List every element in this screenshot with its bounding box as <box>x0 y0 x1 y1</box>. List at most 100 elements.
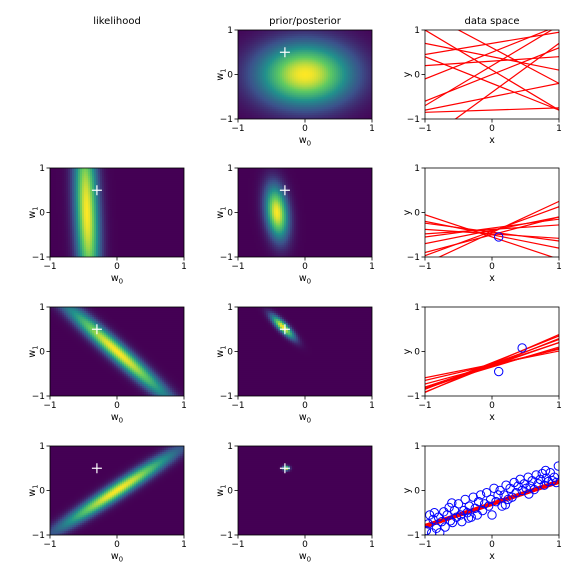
heatmap-cell <box>132 211 135 215</box>
heatmap-cell <box>258 93 261 96</box>
heatmap-cell <box>348 91 351 94</box>
heatmap-cell <box>72 237 75 240</box>
heatmap-cell <box>128 189 131 193</box>
heatmap-cell <box>272 41 275 45</box>
heatmap-cell <box>116 173 119 177</box>
heatmap-cell <box>86 177 89 181</box>
heatmap-cell <box>364 81 367 84</box>
heatmap-cell <box>70 223 73 226</box>
heatmap-cell <box>340 43 343 47</box>
heatmap-cell <box>80 213 83 217</box>
heatmap-cell <box>286 47 289 51</box>
heatmap-cell <box>52 253 55 256</box>
heatmap-cell <box>260 87 263 90</box>
heatmap-cell <box>292 57 295 61</box>
heatmap-cell <box>290 45 293 49</box>
heatmap-cell <box>294 91 297 94</box>
heatmap-cell <box>304 31 307 35</box>
heatmap-cell <box>310 85 313 88</box>
heatmap-cell <box>338 63 341 67</box>
heatmap-cell <box>364 89 367 92</box>
heatmap-cell <box>298 109 301 112</box>
heatmap-cell <box>80 231 83 234</box>
heatmap-cell <box>348 105 351 108</box>
heatmap-cell <box>316 85 319 88</box>
heatmap-cell <box>354 85 357 88</box>
heatmap-cell <box>348 69 351 73</box>
heatmap-cell <box>78 255 81 257</box>
heatmap-cell <box>318 71 321 75</box>
heatmap-cell <box>340 37 343 41</box>
heatmap-cell <box>366 59 369 63</box>
heatmap-cell <box>132 243 135 246</box>
heatmap-cell <box>352 81 355 84</box>
heatmap-cell <box>340 117 343 119</box>
heatmap-cell <box>358 85 361 88</box>
heatmap-cell <box>366 111 369 114</box>
heatmap-cell <box>264 45 267 49</box>
heatmap-cell <box>82 215 85 219</box>
heatmap-cell <box>276 113 279 116</box>
heatmap-cell <box>298 111 301 114</box>
heatmap-cell <box>68 207 71 211</box>
heatmap-cell <box>278 109 281 112</box>
heatmap-cell <box>280 75 283 79</box>
heatmap-cell <box>336 103 339 106</box>
heatmap-cell <box>74 241 77 244</box>
heatmap-cell <box>294 63 297 67</box>
heatmap-cell <box>54 215 57 219</box>
heatmap-cell <box>276 67 279 71</box>
heatmap-cell <box>98 203 101 207</box>
heatmap-cell <box>254 53 257 57</box>
heatmap-cell <box>98 231 101 234</box>
heatmap-cell <box>360 103 363 106</box>
heatmap-cell <box>346 41 349 45</box>
heatmap-cell <box>280 69 283 73</box>
heatmap-cell <box>268 105 271 108</box>
heatmap-cell <box>312 35 315 39</box>
heatmap-cell <box>314 30 317 33</box>
heatmap-cell <box>290 93 293 96</box>
heatmap-cell <box>252 65 255 69</box>
heatmap-cell <box>250 47 253 51</box>
heatmap-cell <box>132 241 135 244</box>
heatmap-cell <box>356 35 359 39</box>
heatmap-cell <box>310 67 313 71</box>
heatmap-cell <box>74 221 77 224</box>
heatmap-cell <box>76 237 79 240</box>
heatmap-cell <box>292 87 295 90</box>
heatmap-cell <box>342 33 345 37</box>
heatmap-cell <box>320 83 323 86</box>
heatmap-cell <box>76 213 79 217</box>
heatmap-cell <box>132 205 135 209</box>
heatmap-cell <box>334 43 337 47</box>
heatmap-cell <box>298 75 301 79</box>
heatmap-cell <box>338 111 341 114</box>
heatmap-cell <box>96 169 99 173</box>
heatmap-cell <box>72 205 75 209</box>
heatmap-cell <box>70 173 73 177</box>
heatmap-cell <box>104 231 107 234</box>
heatmap-cell <box>352 31 355 35</box>
heatmap-cell <box>102 249 105 252</box>
heatmap-cell <box>66 235 69 238</box>
heatmap-cell <box>364 35 367 39</box>
heatmap-cell <box>68 168 71 171</box>
heatmap-cell <box>336 39 339 43</box>
heatmap-cell <box>248 45 251 49</box>
heatmap-cell <box>72 201 75 205</box>
heatmap-cell <box>128 203 131 207</box>
heatmap-cell <box>78 197 81 201</box>
heatmap-cell <box>86 185 89 189</box>
heatmap-cell <box>350 33 353 37</box>
heatmap-cell <box>348 33 351 37</box>
heatmap-cell <box>102 201 105 205</box>
heatmap-cell <box>56 219 59 222</box>
heatmap-cell <box>82 255 85 257</box>
heatmap-cell <box>122 229 125 232</box>
heatmap-cell <box>50 183 53 187</box>
heatmap-cell <box>322 83 325 86</box>
heatmap-cell <box>362 67 365 71</box>
heatmap-cell <box>262 85 265 88</box>
heatmap-cell <box>302 95 305 98</box>
